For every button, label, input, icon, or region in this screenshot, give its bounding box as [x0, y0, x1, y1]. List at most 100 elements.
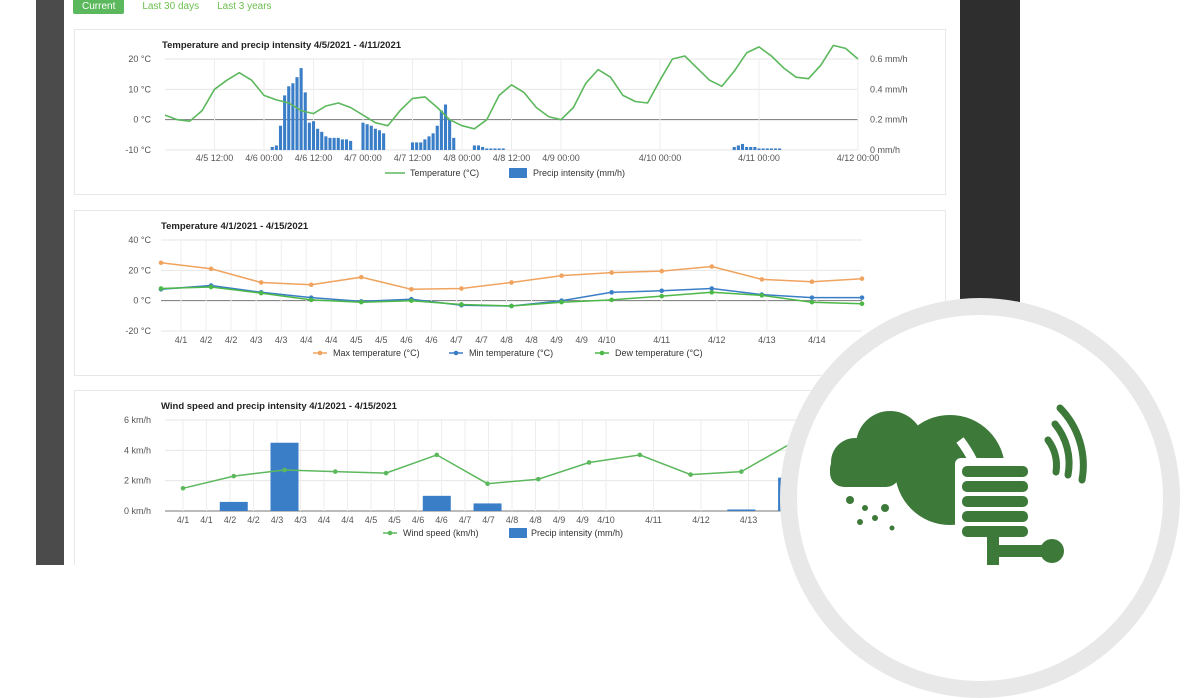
- legend-wind-marker: [387, 530, 393, 536]
- y-tick-label: 6 km/h: [124, 415, 151, 425]
- wind-speed-point: [485, 481, 490, 486]
- x-tick-label: 4/12 00:00: [837, 153, 880, 163]
- dew-temperature-point: [559, 299, 564, 305]
- x-tick-label: 4/11: [653, 335, 670, 345]
- precip-bar: [365, 124, 369, 150]
- precip-bar: [410, 142, 415, 150]
- precip-bar: [274, 145, 278, 150]
- precip-bar: [377, 130, 382, 150]
- min-temperature-point: [709, 286, 715, 291]
- legend-precip-label: Precip intensity (mm/h): [533, 168, 625, 178]
- x-tick-label: 4/4: [318, 515, 331, 525]
- legend-max-temperature-label: Max temperature (°C): [333, 348, 420, 358]
- y-tick-label: 10 °C: [128, 84, 151, 94]
- max-temperature-point: [859, 276, 865, 281]
- y-tick-label: 40 °C: [128, 235, 151, 245]
- precip-bar: [361, 122, 365, 150]
- precip-bar: [481, 146, 485, 150]
- x-tick-label: 4/13: [758, 335, 776, 345]
- precip-bar: [422, 495, 451, 511]
- legend-dew-temperature-marker: [599, 350, 605, 356]
- legend-min-temperature-marker: [453, 350, 459, 356]
- x-tick-label: 4/3: [275, 335, 288, 345]
- precip-bar: [303, 92, 307, 150]
- x-tick-label: 4/8: [529, 515, 542, 525]
- x-tick-label: 4/7: [475, 335, 488, 345]
- y-tick-label: 20 °C: [128, 265, 151, 275]
- x-tick-label: 4/7: [450, 335, 463, 345]
- x-tick-label: 4/8 00:00: [443, 153, 481, 163]
- x-tick-label: 4/4: [341, 515, 354, 525]
- x-tick-label: 4/2: [247, 515, 260, 525]
- precip-bar: [283, 95, 287, 150]
- x-tick-label: 4/9: [576, 515, 589, 525]
- wind-speed-point: [332, 469, 338, 474]
- wind-speed-point: [637, 452, 643, 458]
- wind-speed-line: [182, 441, 844, 490]
- x-tick-label: 4/8: [500, 335, 513, 345]
- precip-bar: [307, 122, 311, 150]
- x-tick-label: 4/14: [808, 335, 826, 345]
- precip-bar: [740, 143, 745, 150]
- x-tick-label: 4/6 12:00: [295, 153, 333, 163]
- precip-bar: [332, 137, 336, 150]
- precip-bar: [439, 110, 443, 150]
- tab-current[interactable]: Current: [73, 0, 125, 14]
- max-temperature-point: [759, 277, 765, 282]
- precip-bar: [278, 125, 283, 150]
- dew-temperature-point: [158, 286, 164, 291]
- x-tick-label: 4/3: [271, 515, 284, 525]
- precip-bar: [452, 137, 456, 150]
- x-tick-label: 4/6 00:00: [245, 153, 283, 163]
- precip-bar: [757, 148, 761, 150]
- y2-tick-label: 0 mm/h: [870, 145, 900, 155]
- temperature-range-chart: Temperature 4/1/2021 - 4/15/2021 40 °C 20 …: [125, 221, 865, 358]
- precip-bar: [373, 128, 377, 150]
- precip-bar: [745, 146, 749, 150]
- max-temperature-point: [809, 279, 815, 285]
- precip-bar: [489, 148, 493, 150]
- precip-bar: [431, 133, 435, 150]
- x-tick-label: 4/10: [598, 335, 616, 345]
- max-temperature-point: [559, 273, 564, 278]
- precip-bar: [732, 146, 736, 150]
- x-tick-label: 4/5 12:00: [196, 153, 234, 163]
- y-tick-label: -20 °C: [125, 326, 151, 336]
- precip-bar: [473, 503, 502, 511]
- tab-last-3-years[interactable]: Last 3 years: [217, 1, 272, 12]
- y2-tick-label: 0.4 mm/h: [870, 84, 908, 94]
- max-temperature-point: [459, 286, 464, 291]
- x-tick-label: 4/5: [350, 335, 363, 345]
- tab-last-30-days[interactable]: Last 30 days: [142, 1, 200, 12]
- precip-bar: [369, 125, 373, 150]
- x-tick-label: 4/6: [435, 515, 448, 525]
- x-tick-label: 4/3: [250, 335, 263, 345]
- precip-bar: [773, 148, 778, 150]
- x-tick-label: 4/8: [506, 515, 519, 525]
- max-temperature-line: [160, 262, 863, 291]
- legend-max-temperature-marker: [317, 350, 323, 356]
- x-tick-label: 4/2: [225, 335, 238, 345]
- x-tick-label: 4/9: [575, 335, 588, 345]
- precip-bar: [427, 136, 431, 150]
- precip-bar: [324, 136, 328, 150]
- x-tick-label: 4/4: [325, 335, 338, 345]
- y-tick-label: 2 km/h: [124, 476, 151, 486]
- x-tick-label: 4/2: [200, 335, 213, 345]
- dew-temperature-point: [759, 293, 765, 298]
- device-bezel-left: [36, 0, 64, 565]
- dew-temperature-point: [609, 297, 614, 303]
- precip-bar: [476, 145, 481, 150]
- x-tick-label: 4/5: [375, 335, 388, 345]
- dew-temperature-point: [659, 293, 665, 299]
- precip-bar: [340, 139, 344, 150]
- max-temperature-point: [509, 280, 514, 285]
- precip-bar: [336, 137, 340, 150]
- x-tick-label: 4/7: [459, 515, 472, 525]
- precip-bar: [320, 131, 324, 150]
- precip-bar: [270, 146, 274, 150]
- precip-bar: [344, 139, 349, 150]
- legend-temperature-label: Temperature (°C): [410, 168, 479, 178]
- dew-temperature-point: [459, 302, 464, 307]
- temperature-precip-chart: Temperature and precip intensity 4/5/202…: [125, 40, 908, 178]
